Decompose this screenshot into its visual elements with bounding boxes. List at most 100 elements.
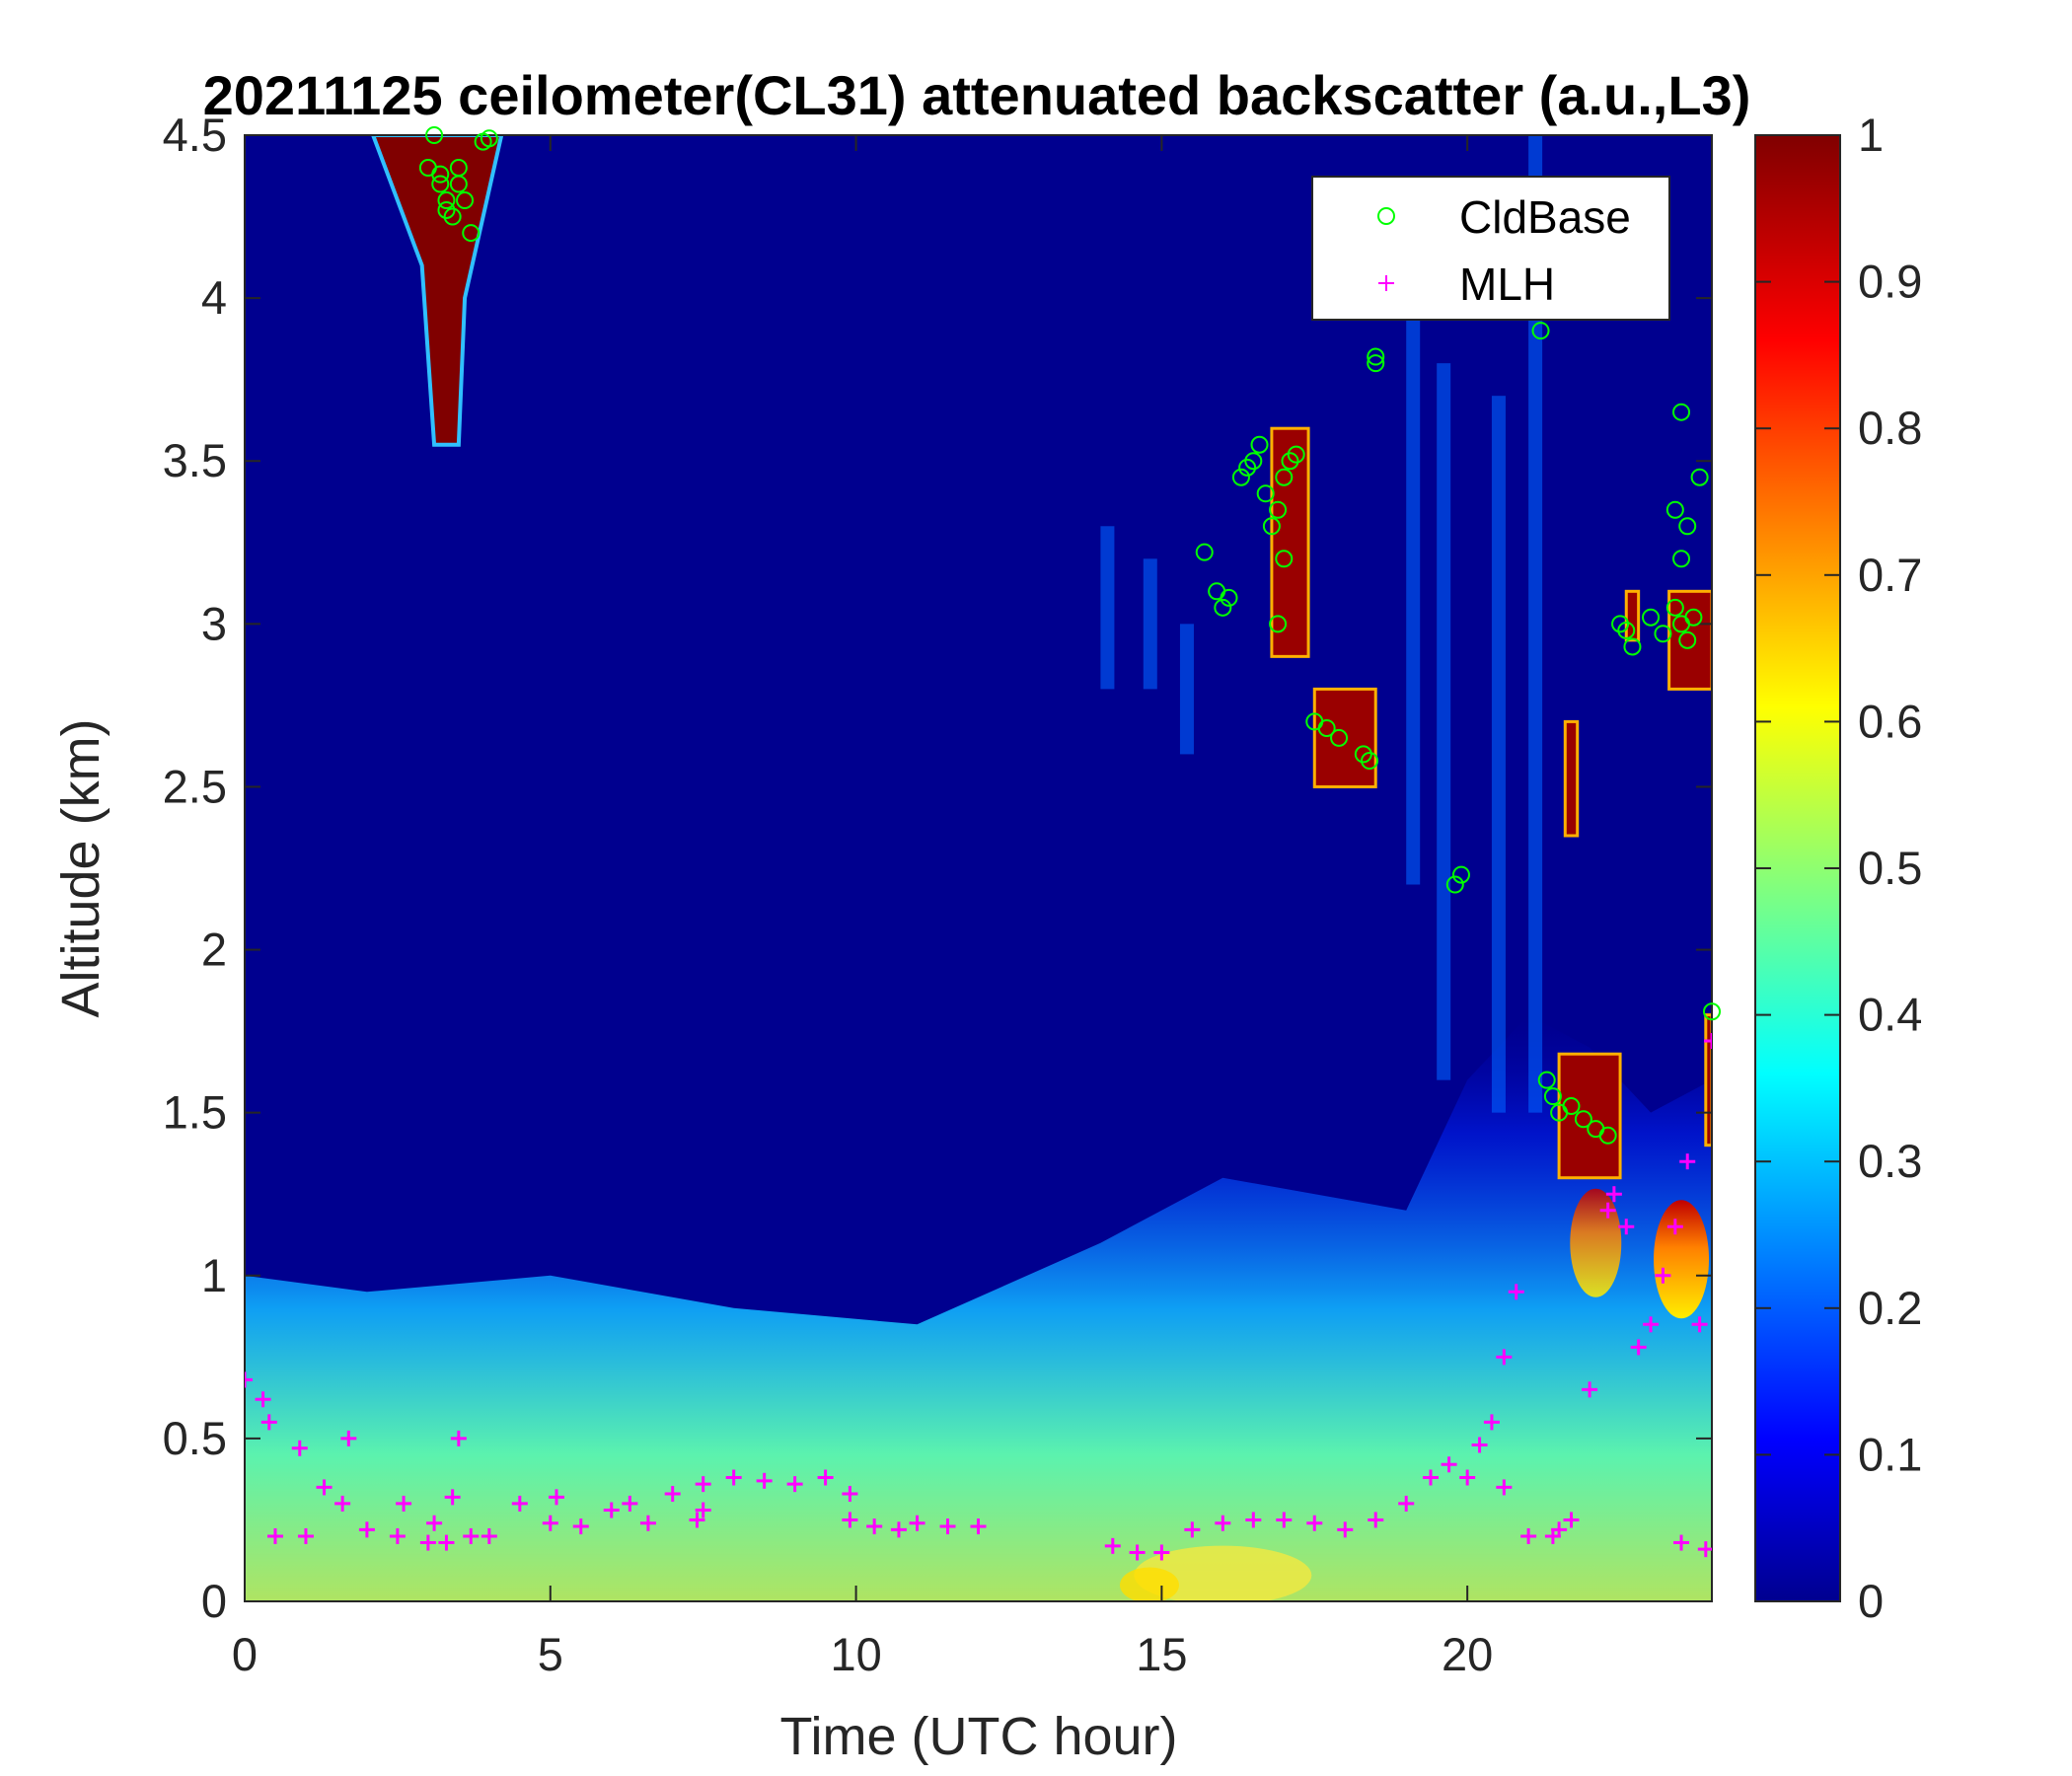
y-tick-label: 4 [201, 271, 227, 324]
cldbase-point [1623, 637, 1642, 656]
mlh-point [639, 1515, 656, 1531]
cloud-patch [1312, 687, 1377, 788]
cldbase-point [1562, 1097, 1581, 1116]
mlh-point [297, 1527, 314, 1544]
mlh-point [542, 1515, 558, 1531]
mlh-point [1184, 1521, 1201, 1538]
mlh-point [1496, 1479, 1513, 1496]
mlh-point [316, 1479, 333, 1496]
y-axis-label: Altitude (km) [51, 718, 111, 1017]
mlh-point [340, 1430, 357, 1446]
cldbase-point [1317, 719, 1336, 738]
colorbar-tick-label: 1 [1858, 109, 1884, 161]
mlh-point [786, 1476, 803, 1493]
mlh-point [1563, 1512, 1580, 1528]
cldbase-point [1617, 621, 1636, 639]
cloud-patch [1563, 719, 1580, 838]
mlh-point [842, 1486, 858, 1503]
cldbase-point [437, 200, 456, 219]
cldbase-point [431, 175, 450, 193]
y-tick-label: 0 [201, 1575, 227, 1627]
mlh-point [664, 1486, 681, 1503]
cldbase-point [1672, 550, 1691, 568]
mlh-point [1691, 1316, 1708, 1333]
mlh-point [1215, 1515, 1231, 1531]
cloud-patch [1270, 426, 1310, 658]
mlh-point [463, 1527, 480, 1544]
mlh-point [334, 1495, 351, 1512]
mlh-point [266, 1527, 283, 1544]
backscatter-field [245, 135, 1712, 1601]
mlh-point [1551, 1521, 1568, 1538]
colorbar: 0 0.1 0.2 0.3 0.4 0.5 0.6 0.7 0.8 0.9 1 [1754, 109, 1922, 1627]
cldbase-point [1354, 745, 1372, 764]
cldbase-point [1367, 354, 1385, 373]
mlh-point [572, 1518, 589, 1535]
cldbase-point [1275, 550, 1294, 568]
mlh-point [481, 1527, 497, 1544]
x-axis-label: Time (UTC hour) [779, 1707, 1177, 1766]
mlh-point [438, 1534, 455, 1551]
mlh-point [1459, 1469, 1476, 1486]
faint-streak [1437, 363, 1451, 1080]
mlh-point [291, 1440, 308, 1456]
mlh-point [603, 1502, 620, 1518]
x-tick-label: 20 [1442, 1628, 1493, 1680]
faint-streak [1179, 624, 1194, 755]
mlh-point [1679, 1153, 1696, 1170]
cldbase-point [1445, 875, 1464, 894]
cldbase-point [1275, 468, 1294, 486]
colorbar-tick-label: 0.9 [1858, 256, 1922, 308]
mlh-point [1599, 1202, 1616, 1219]
mlh-point [1582, 1381, 1598, 1398]
colorbar-tick-label: 0.2 [1858, 1282, 1922, 1334]
cloud-patch [1704, 1013, 1712, 1147]
mlh-point [756, 1472, 773, 1489]
y-tick-label: 1 [201, 1249, 227, 1301]
mlh-point [1520, 1527, 1537, 1544]
boundary-layer-band [245, 1014, 1712, 1601]
aerosol-hotspot [1654, 1200, 1710, 1319]
legend: CldBase MLH [1311, 176, 1670, 321]
faint-streak [1100, 526, 1115, 690]
mlh-point [1306, 1515, 1323, 1531]
cldbase-point [1537, 1071, 1556, 1089]
cldbase-point [449, 175, 468, 193]
cldbase-point [1214, 598, 1232, 617]
cldbase-point [1543, 1087, 1562, 1106]
y-tick-label: 2.5 [163, 760, 227, 812]
mlh-point [1368, 1512, 1384, 1528]
y-tick-label: 4.5 [163, 109, 227, 161]
mlh-point [426, 1515, 443, 1531]
y-tick-label: 1.5 [163, 1086, 227, 1139]
chart-title: 20211125 ceilometer(CL31) attenuated bac… [203, 64, 1751, 126]
mlh-point [255, 1391, 271, 1408]
colorbar-tick-label: 0.6 [1858, 695, 1922, 747]
cldbase-point [1262, 517, 1281, 536]
cldbase-point [1665, 598, 1684, 617]
cldbase-point [431, 165, 450, 184]
cldbase-point [1574, 1110, 1592, 1129]
mlh-point [1618, 1219, 1635, 1235]
mlh-point [1129, 1544, 1146, 1561]
cldbase-point [1684, 608, 1703, 627]
colorbar-tick-label: 0.3 [1858, 1135, 1922, 1187]
cldbase-point [1361, 752, 1379, 771]
faint-streak [1406, 298, 1421, 885]
cldbase-point [1330, 728, 1349, 747]
y-axis: 0 0.5 1 1.5 2 2.5 3 3.5 4 4.5 [163, 109, 1712, 1627]
mlh-point [450, 1430, 467, 1446]
mlh-point [1605, 1186, 1622, 1203]
cldbase-series [418, 126, 1721, 1145]
cldbase-point [1690, 468, 1709, 486]
mlh-point [389, 1527, 406, 1544]
cldbase-point [443, 207, 462, 226]
mlh-point [695, 1476, 711, 1493]
mlh-point [1398, 1495, 1415, 1512]
cldbase-point [1244, 452, 1263, 471]
mlh-point [419, 1534, 436, 1551]
cldbase-point [1678, 517, 1697, 536]
cldbase-point [425, 126, 444, 144]
legend-box [1311, 176, 1670, 321]
